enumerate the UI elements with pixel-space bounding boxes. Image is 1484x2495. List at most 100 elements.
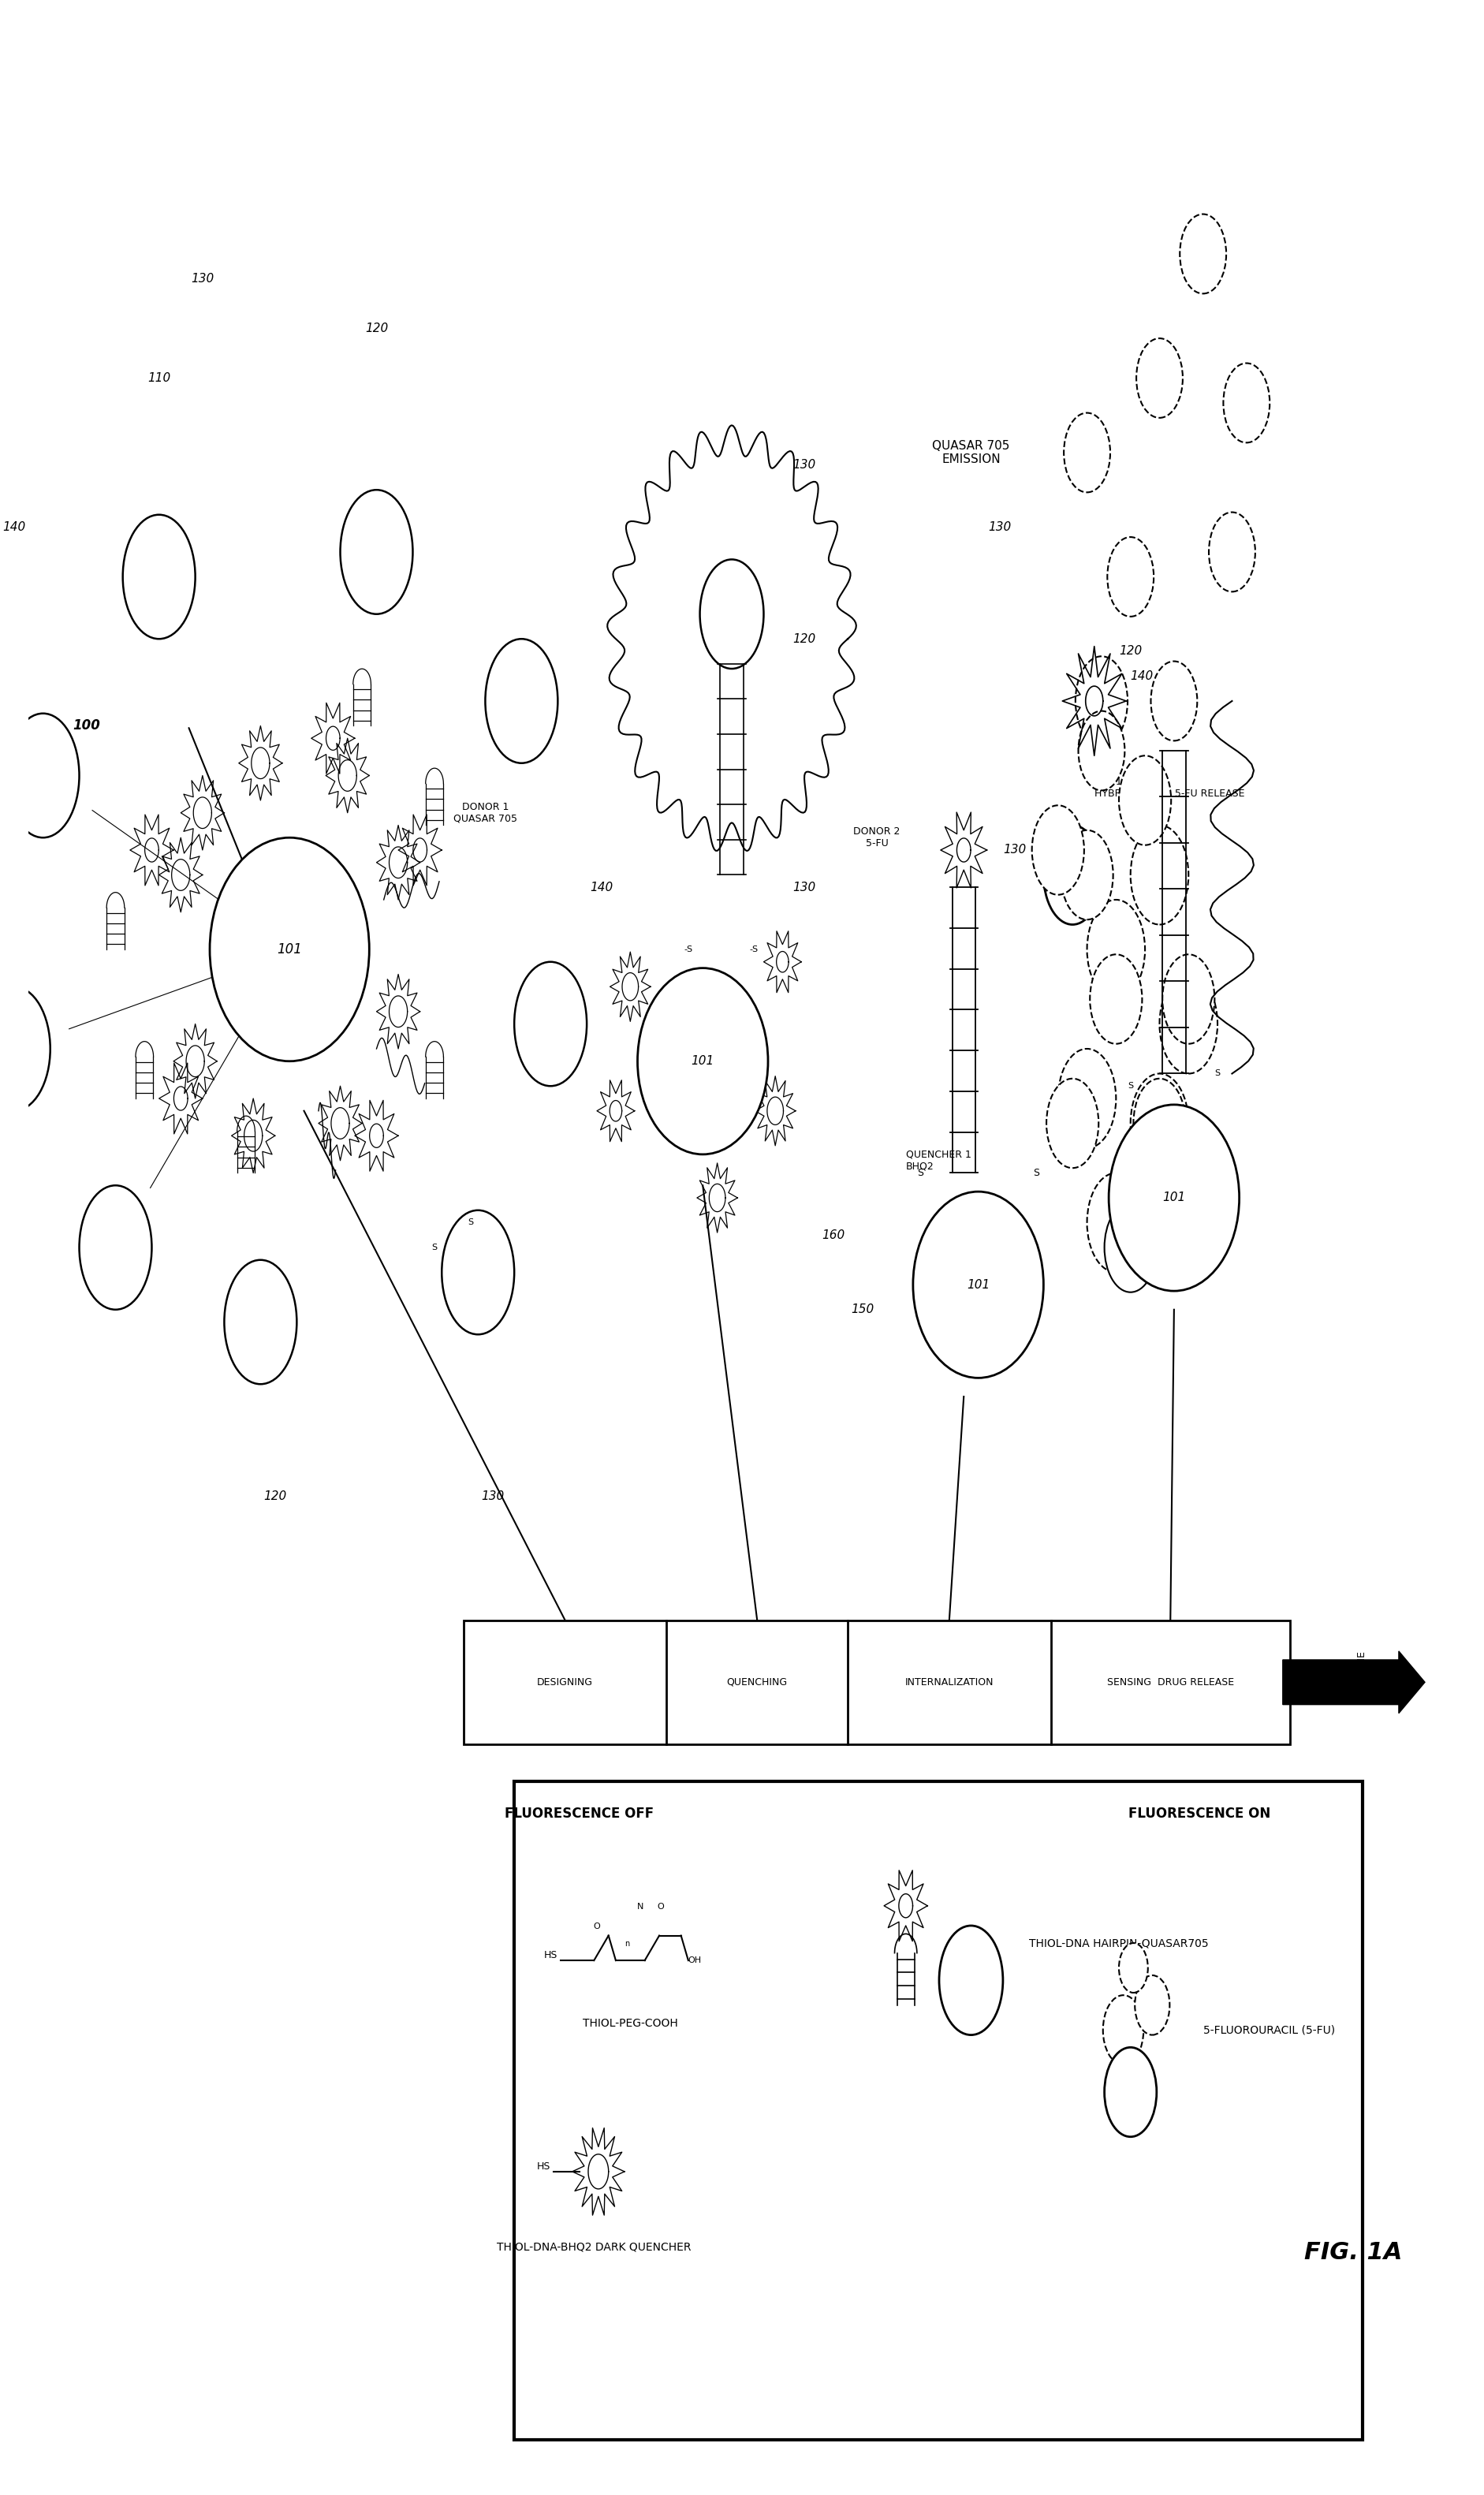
Text: S: S bbox=[432, 1243, 438, 1252]
Text: 100: 100 bbox=[73, 719, 101, 734]
Text: DONOR 1
QUASAR 705: DONOR 1 QUASAR 705 bbox=[453, 801, 518, 823]
Circle shape bbox=[1180, 215, 1226, 294]
Text: 120: 120 bbox=[792, 634, 816, 644]
Circle shape bbox=[515, 963, 586, 1085]
Ellipse shape bbox=[913, 1193, 1043, 1377]
Text: THIOL-PEG-COOH: THIOL-PEG-COOH bbox=[583, 2018, 678, 2028]
Text: MRP1 MRNA
HYBRIDIZATION 5-FU RELEASE: MRP1 MRNA HYBRIDIZATION 5-FU RELEASE bbox=[1094, 776, 1245, 798]
Circle shape bbox=[939, 1926, 1003, 2036]
Text: O: O bbox=[657, 1904, 665, 1911]
Text: 130: 130 bbox=[988, 521, 1012, 534]
Ellipse shape bbox=[209, 838, 370, 1060]
Circle shape bbox=[1223, 364, 1270, 442]
Text: 5-FLUOROURACIL (5-FU): 5-FLUOROURACIL (5-FU) bbox=[1204, 2023, 1334, 2036]
Text: S: S bbox=[1033, 1168, 1039, 1178]
Circle shape bbox=[1031, 806, 1085, 896]
Text: O: O bbox=[594, 1924, 601, 1931]
Circle shape bbox=[7, 714, 79, 838]
Text: 140: 140 bbox=[589, 881, 613, 893]
Text: 140: 140 bbox=[1036, 831, 1060, 843]
Text: S: S bbox=[467, 1218, 473, 1228]
Text: S: S bbox=[1128, 1083, 1134, 1090]
Text: QUASAR 705
EMISSION: QUASAR 705 EMISSION bbox=[932, 439, 1009, 467]
Circle shape bbox=[79, 1185, 151, 1310]
Text: 120: 120 bbox=[264, 1490, 286, 1502]
Text: TIME: TIME bbox=[1358, 1652, 1368, 1674]
Circle shape bbox=[123, 514, 196, 639]
Text: 130: 130 bbox=[792, 459, 816, 472]
Text: 110: 110 bbox=[134, 596, 156, 609]
Text: INTERNALIZATION: INTERNALIZATION bbox=[905, 1677, 994, 1687]
Circle shape bbox=[1089, 956, 1143, 1043]
Text: DESIGNING: DESIGNING bbox=[537, 1677, 594, 1687]
Circle shape bbox=[1104, 2048, 1156, 2136]
Text: -S: -S bbox=[749, 946, 758, 953]
Circle shape bbox=[1103, 1996, 1144, 2066]
Text: 160: 160 bbox=[822, 1230, 844, 1240]
Circle shape bbox=[1119, 756, 1171, 846]
Text: OH: OH bbox=[689, 1956, 702, 1964]
Text: SENSING  DRUG RELEASE: SENSING DRUG RELEASE bbox=[1107, 1677, 1233, 1687]
Text: 130: 130 bbox=[1003, 843, 1025, 856]
Circle shape bbox=[1137, 339, 1183, 417]
Text: 120: 120 bbox=[365, 322, 387, 334]
Circle shape bbox=[485, 639, 558, 763]
Circle shape bbox=[1076, 656, 1128, 746]
Text: FLUORESCENCE ON: FLUORESCENCE ON bbox=[1128, 1806, 1270, 1821]
Text: 140: 140 bbox=[1131, 671, 1153, 681]
Text: FLUORESCENCE OFF: FLUORESCENCE OFF bbox=[505, 1806, 654, 1821]
FancyArrow shape bbox=[1282, 1652, 1425, 1714]
Circle shape bbox=[1131, 1073, 1189, 1173]
Circle shape bbox=[700, 559, 764, 669]
Circle shape bbox=[1159, 973, 1217, 1073]
Circle shape bbox=[1162, 956, 1214, 1043]
Circle shape bbox=[442, 1210, 515, 1335]
Circle shape bbox=[1150, 661, 1198, 741]
Circle shape bbox=[224, 1260, 297, 1385]
Text: 130: 130 bbox=[481, 1490, 505, 1502]
Text: 130: 130 bbox=[792, 881, 816, 893]
Text: FIG. 1A: FIG. 1A bbox=[1304, 2241, 1402, 2263]
Text: QUENCHER 1
BHQ2: QUENCHER 1 BHQ2 bbox=[905, 1150, 971, 1173]
Text: -S: -S bbox=[684, 946, 693, 953]
Circle shape bbox=[1104, 1203, 1156, 1292]
Circle shape bbox=[1107, 536, 1153, 616]
Text: 110: 110 bbox=[147, 372, 171, 384]
Text: S: S bbox=[917, 1168, 923, 1178]
Text: 101: 101 bbox=[1162, 1193, 1186, 1203]
Text: 150: 150 bbox=[850, 1305, 874, 1315]
Ellipse shape bbox=[638, 968, 769, 1155]
Circle shape bbox=[1209, 511, 1255, 591]
Bar bbox=[463, 1619, 1290, 1744]
Circle shape bbox=[1064, 412, 1110, 492]
Text: S: S bbox=[1215, 1070, 1220, 1078]
Text: QUENCHING: QUENCHING bbox=[727, 1677, 788, 1687]
Text: THIOL-DNA HAIRPIN-QUASAR705: THIOL-DNA HAIRPIN-QUASAR705 bbox=[1028, 1939, 1208, 1949]
Circle shape bbox=[1043, 826, 1101, 926]
Text: DONOR 2
5-FU: DONOR 2 5-FU bbox=[853, 826, 901, 848]
Text: 101: 101 bbox=[692, 1055, 714, 1068]
Text: n: n bbox=[625, 1941, 629, 1949]
Circle shape bbox=[1086, 1173, 1146, 1272]
Text: 130: 130 bbox=[191, 272, 214, 284]
Circle shape bbox=[1058, 1048, 1116, 1148]
Circle shape bbox=[1131, 826, 1189, 926]
Bar bbox=[515, 1781, 1362, 2440]
Circle shape bbox=[1061, 831, 1113, 921]
Circle shape bbox=[340, 489, 413, 614]
Text: 101: 101 bbox=[966, 1280, 990, 1290]
Circle shape bbox=[1119, 1944, 1149, 1994]
Circle shape bbox=[1134, 1078, 1186, 1168]
Text: HS: HS bbox=[545, 1951, 558, 1961]
Circle shape bbox=[0, 986, 50, 1110]
Text: N: N bbox=[637, 1904, 644, 1911]
Text: THIOL-DNA-BHQ2 DARK QUENCHER: THIOL-DNA-BHQ2 DARK QUENCHER bbox=[497, 2241, 692, 2253]
Circle shape bbox=[1135, 1976, 1169, 2036]
Circle shape bbox=[1079, 711, 1125, 791]
Text: 120: 120 bbox=[1119, 646, 1143, 656]
Text: HS: HS bbox=[537, 2161, 551, 2171]
Text: 140: 140 bbox=[3, 521, 25, 534]
Ellipse shape bbox=[1109, 1105, 1239, 1290]
Circle shape bbox=[1046, 1078, 1098, 1168]
Text: 101: 101 bbox=[278, 943, 303, 956]
